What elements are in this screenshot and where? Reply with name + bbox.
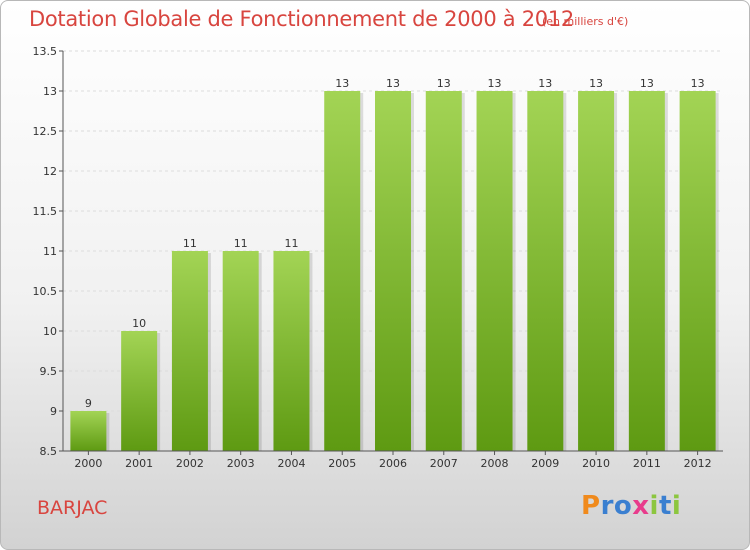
x-tick-label: 2001 [125,457,153,470]
bar-2012[interactable] [679,91,716,451]
bar-2003[interactable] [222,251,259,451]
logo-letter: i [649,491,659,521]
logo-letter: t [658,491,672,521]
place-name: BARJAC [37,497,108,519]
y-tick-label: 13.5 [33,45,58,58]
bar-2001[interactable] [121,331,158,451]
y-tick-label: 8.5 [40,445,58,458]
bar-2010[interactable] [578,91,615,451]
bar-value-label: 10 [132,317,146,330]
bar-value-label: 11 [183,237,197,250]
bar-value-label: 13 [640,77,654,90]
bar-2008[interactable] [476,91,513,451]
y-tick-label: 11.5 [33,205,58,218]
x-tick-label: 2008 [481,457,509,470]
x-tick-label: 2004 [277,457,305,470]
chart-unit: (en milliers d'€) [542,15,629,28]
x-tick-label: 2007 [430,457,458,470]
x-tick-label: 2000 [74,457,102,470]
x-tick-label: 2010 [582,457,610,470]
bar-2006[interactable] [375,91,411,451]
x-tick-label: 2011 [633,457,661,470]
proxiti-logo[interactable]: Proxiti [581,491,681,521]
bar-2005[interactable] [324,91,361,451]
logo-letter: r [600,491,614,521]
bar-2009[interactable] [527,91,564,451]
bar-2002[interactable] [171,251,208,451]
bar-2000[interactable] [70,411,107,451]
bar-value-label: 13 [488,77,502,90]
x-tick-label: 2012 [684,457,712,470]
x-tick-label: 2006 [379,457,407,470]
bar-2011[interactable] [628,91,665,451]
bar-value-label: 11 [234,237,248,250]
bar-value-label: 13 [691,77,705,90]
chart-title: Dotation Globale de Fonctionnement de 20… [29,7,574,31]
x-tick-label: 2009 [531,457,559,470]
bar-value-label: 13 [589,77,603,90]
logo-letter: x [632,491,650,521]
bar-value-label: 9 [85,397,92,410]
y-tick-label: 12 [43,165,57,178]
x-tick-label: 2003 [227,457,255,470]
x-tick-label: 2005 [328,457,356,470]
bar-value-label: 13 [386,77,400,90]
bar-value-label: 11 [284,237,298,250]
logo-letter: i [671,491,682,521]
y-tick-label: 13 [43,85,57,98]
logo-letter: o [613,491,633,521]
bar-value-label: 13 [437,77,451,90]
x-tick-label: 2002 [176,457,204,470]
bar-value-label: 13 [335,77,349,90]
bars: 9 10 11 11 11 13 13 13 13 13 13 13 13 [70,77,719,451]
y-tick-label: 11 [43,245,57,258]
bar-2007[interactable] [425,91,462,451]
y-tick-label: 9 [50,405,57,418]
logo-letter: P [581,491,601,521]
bar-value-label: 13 [538,77,552,90]
y-tick-label: 12.5 [33,125,58,138]
y-tick-label: 9.5 [40,365,58,378]
y-tick-label: 10.5 [33,285,58,298]
y-tick-label: 10 [43,325,57,338]
axes: 8.5 9 9.5 10 10.5 11 11.5 12 12.5 13 13.5 2000 2001 2… [33,45,723,470]
bar-2004[interactable] [273,251,310,451]
